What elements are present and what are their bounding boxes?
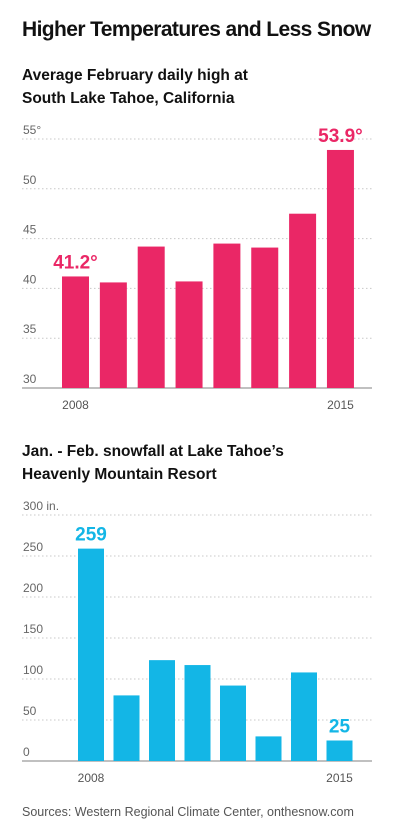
temperature-chart-title-line1: Average February daily high at — [22, 67, 248, 84]
snowfall-bar-2015 — [326, 740, 353, 761]
snowfall-bar-2011 — [184, 665, 211, 761]
temperature-y-tick-label: 30 — [23, 372, 37, 386]
temperature-y-tick-label: 35 — [23, 322, 37, 336]
snowfall-y-tick-label: 200 — [23, 581, 43, 595]
snowfall-value-label-first: 259 — [75, 525, 107, 546]
snowfall-bar-2013 — [255, 736, 282, 761]
temperature-bar-2013 — [251, 247, 279, 388]
temperature-y-tick-label: 45 — [23, 223, 37, 237]
temperature-value-label-last: 53.9° — [318, 126, 363, 147]
source-note: Sources: Western Regional Climate Center… — [22, 805, 354, 819]
temperature-bar-2008 — [62, 276, 89, 388]
temperature-y-tick-label: 50 — [23, 173, 37, 187]
snowfall-value-label-last: 25 — [329, 717, 351, 738]
temperature-chart-title-line2: South Lake Tahoe, California — [22, 90, 235, 107]
snowfall-bar-2008 — [78, 548, 104, 761]
temperature-bar-2011 — [175, 281, 203, 388]
snowfall-bar-chart: 0 50 100 150 200 250 300 in. 2008 2015 259 25 — [22, 499, 372, 785]
snowfall-y-tick-label: 50 — [23, 704, 37, 718]
snowfall-bar-2010 — [149, 660, 175, 761]
temperature-bar-chart: 30 35 40 45 50 55° 2008 2015 41.2° 53.9° — [22, 123, 372, 412]
temperature-x-label-last: 2015 — [327, 398, 354, 412]
temperature-bar-2015 — [326, 149, 354, 388]
snowfall-x-label-last: 2015 — [326, 771, 353, 785]
temperature-y-tick-label: 40 — [23, 272, 37, 286]
snowfall-y-tick-label: 150 — [23, 622, 43, 636]
snowfall-x-label-first: 2008 — [78, 771, 105, 785]
snowfall-y-tick-label: 300 in. — [23, 499, 59, 513]
snowfall-y-tick-label: 250 — [23, 540, 43, 554]
temperature-bar-2014 — [289, 213, 317, 388]
snowfall-bar-2009 — [113, 695, 140, 761]
main-title: Higher Temperatures and Less Snow — [22, 18, 371, 41]
snowfall-chart-title-line1: Jan. - Feb. snowfall at Lake Tahoe’s — [22, 443, 284, 460]
snowfall-bar-2014 — [291, 672, 317, 761]
snowfall-y-tick-label: 0 — [23, 745, 30, 759]
temperature-x-label-first: 2008 — [62, 398, 89, 412]
temperature-chart-title: Average February daily high at South Lak… — [22, 64, 382, 110]
temperature-bar-2012 — [213, 243, 241, 388]
snowfall-bar-2012 — [220, 685, 246, 761]
snowfall-y-tick-label: 100 — [23, 663, 43, 677]
temperature-y-tick-label: 55° — [23, 123, 41, 137]
temperature-value-label-first: 41.2° — [53, 252, 98, 273]
temperature-bar-2009 — [99, 282, 127, 388]
temperature-bar-2010 — [137, 246, 165, 388]
snowfall-chart-title-line2: Heavenly Mountain Resort — [22, 466, 217, 483]
snowfall-chart-title: Jan. - Feb. snowfall at Lake Tahoe’s Hea… — [22, 440, 382, 486]
